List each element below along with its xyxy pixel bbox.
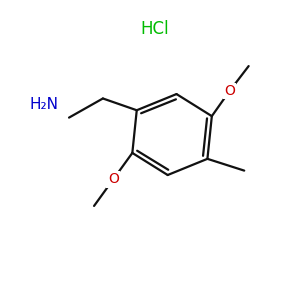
Text: H₂N: H₂N — [29, 97, 58, 112]
Text: HCl: HCl — [140, 20, 169, 38]
Text: O: O — [224, 84, 235, 98]
Text: O: O — [108, 172, 118, 186]
